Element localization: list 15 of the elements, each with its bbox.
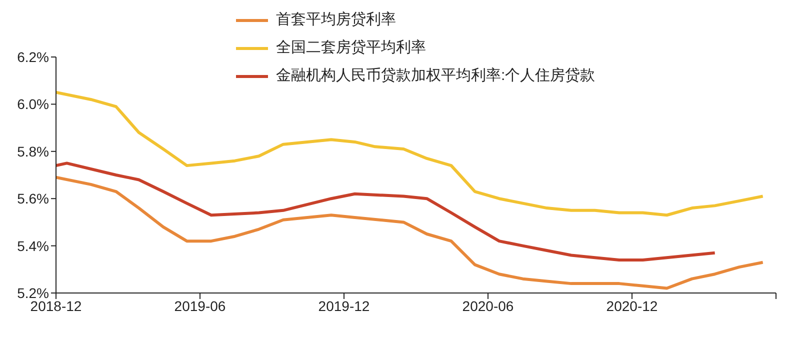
- line-series: [56, 90, 764, 217]
- x-tick-label: 2020-12: [606, 298, 658, 314]
- legend-label: 首套平均房贷利率: [276, 10, 396, 30]
- legend-label: 全国二套房贷平均利率: [276, 38, 426, 58]
- y-tick-label: 5.4%: [17, 238, 49, 254]
- y-tick-label: 6.0%: [17, 96, 49, 112]
- line-series: [56, 176, 764, 290]
- y-tick-label: 5.8%: [17, 143, 49, 160]
- x-tick-label: 2019-06: [174, 298, 226, 314]
- legend-label: 金融机构人民币贷款加权平均利率:个人住房贷款: [276, 66, 596, 86]
- x-tick-label: 2020-06: [462, 298, 514, 314]
- x-tick-label: 2019-12: [318, 298, 370, 314]
- line-series: [56, 162, 716, 262]
- y-tick-label: 6.2%: [17, 48, 49, 65]
- y-tick-label: 5.6%: [17, 190, 49, 207]
